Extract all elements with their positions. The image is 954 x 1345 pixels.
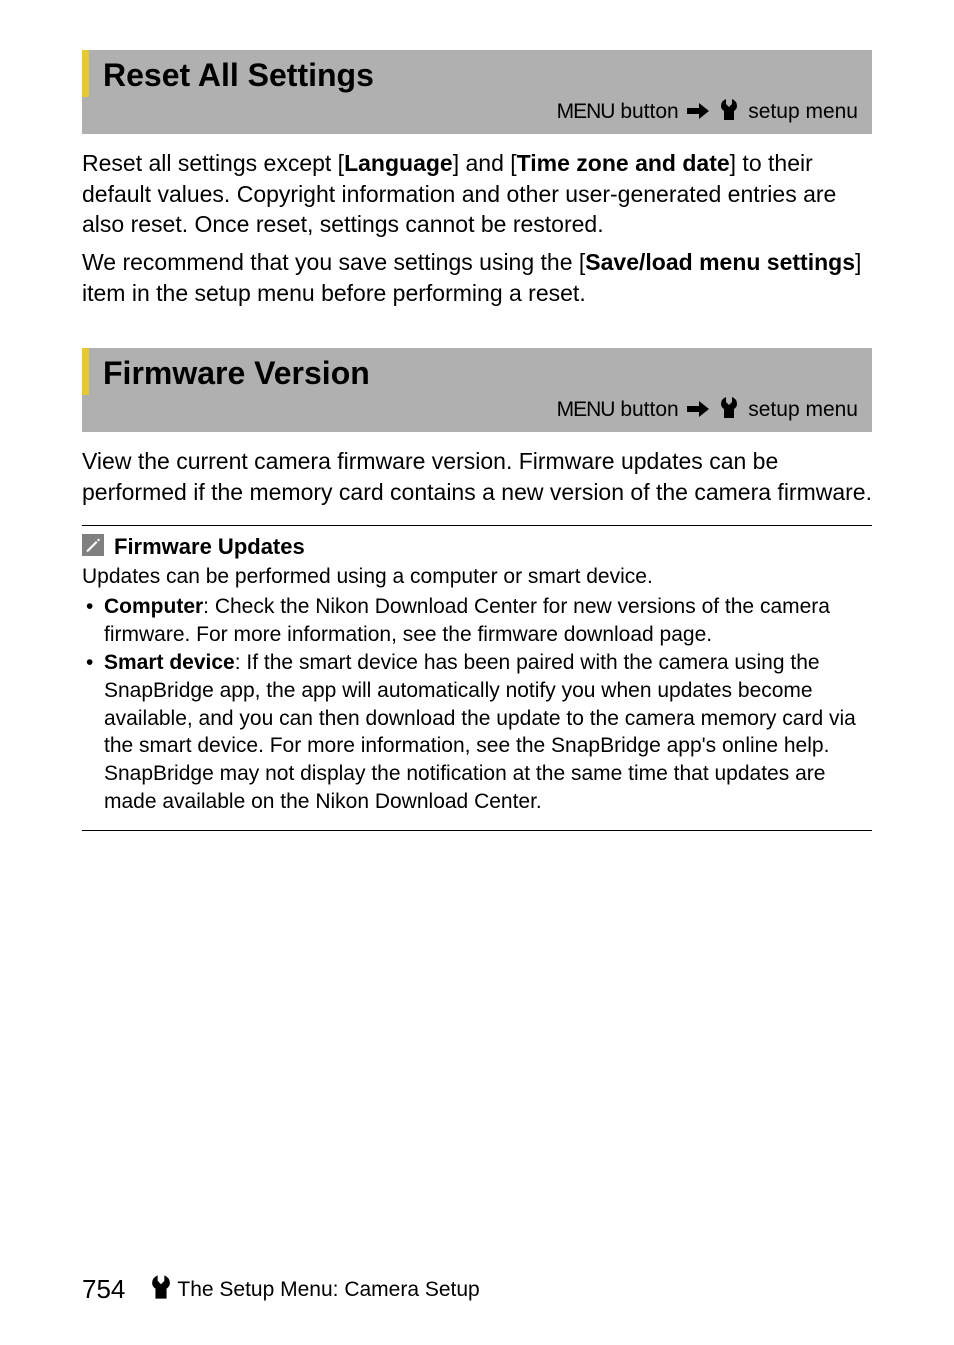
menu-label: MENU [557,398,615,421]
button-label: button [614,100,678,123]
info-title: Firmware Updates [114,534,305,560]
breadcrumb-reset: MENU button setup menu [82,97,872,134]
wrench-icon [720,397,738,424]
button-label: button [614,398,678,421]
section-header-firmware: Firmware Version [82,348,872,395]
firmware-paragraph: View the current camera firmware version… [82,446,872,507]
page-footer: 754 The Setup Menu: Camera Setup [82,1274,872,1305]
list-item: Smart device: If the smart device has be… [82,649,872,817]
info-header: Firmware Updates [82,534,872,561]
pencil-icon [82,534,104,561]
arrow-right-icon [687,399,709,423]
page-number: 754 [82,1274,125,1305]
section-title-firmware: Firmware Version [103,356,858,391]
arrow-right-icon [687,101,709,125]
setup-menu-label: setup menu [748,100,858,123]
setup-menu-label: setup menu [748,398,858,421]
breadcrumb-firmware: MENU button setup menu [82,395,872,432]
section-header-reset: Reset All Settings [82,50,872,97]
list-item: Computer: Check the Nikon Download Cente… [82,593,872,649]
wrench-icon [151,1275,171,1305]
reset-paragraph-2: We recommend that you save settings usin… [82,247,872,308]
info-intro: Updates can be performed using a compute… [82,563,872,591]
firmware-updates-info-box: Firmware Updates Updates can be performe… [82,525,872,831]
wrench-icon [720,99,738,126]
info-list: Computer: Check the Nikon Download Cente… [82,593,872,816]
menu-label: MENU [557,100,615,123]
section-title-reset: Reset All Settings [103,58,858,93]
footer-text: The Setup Menu: Camera Setup [177,1278,479,1302]
reset-paragraph-1: Reset all settings except [Language] and… [82,148,872,239]
